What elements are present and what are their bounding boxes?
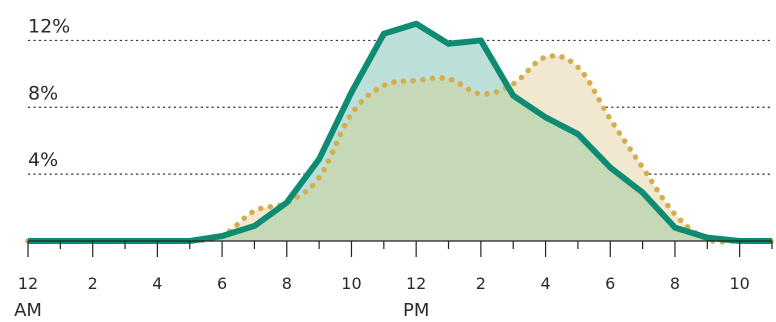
period-label-pm: PM [403,300,429,321]
x-tick-label: 4 [540,274,550,293]
x-tick-label: 6 [217,274,227,293]
x-tick-label: 10 [341,274,361,293]
y-tick-label: 4% [28,149,58,171]
x-tick-label: 2 [88,274,98,293]
axis-labels: 4% 8% 12% 12 2 4 6 8 10 12 2 4 6 8 10 AM PM [14,15,750,321]
x-tick-label: 12 [406,274,426,293]
y-tick-label: 8% [28,82,58,104]
x-tick-label: 8 [282,274,292,293]
series-areas [28,23,772,242]
x-tick-label: 6 [605,274,615,293]
x-tick-label: 10 [729,274,749,293]
x-tick-label: 12 [18,274,38,293]
x-tick-label: 4 [152,274,162,293]
x-axis [27,240,773,257]
x-tick-label: 8 [670,274,680,293]
period-label-am: AM [14,300,42,321]
x-tick-label: 2 [476,274,486,293]
y-tick-label: 12% [28,15,70,37]
